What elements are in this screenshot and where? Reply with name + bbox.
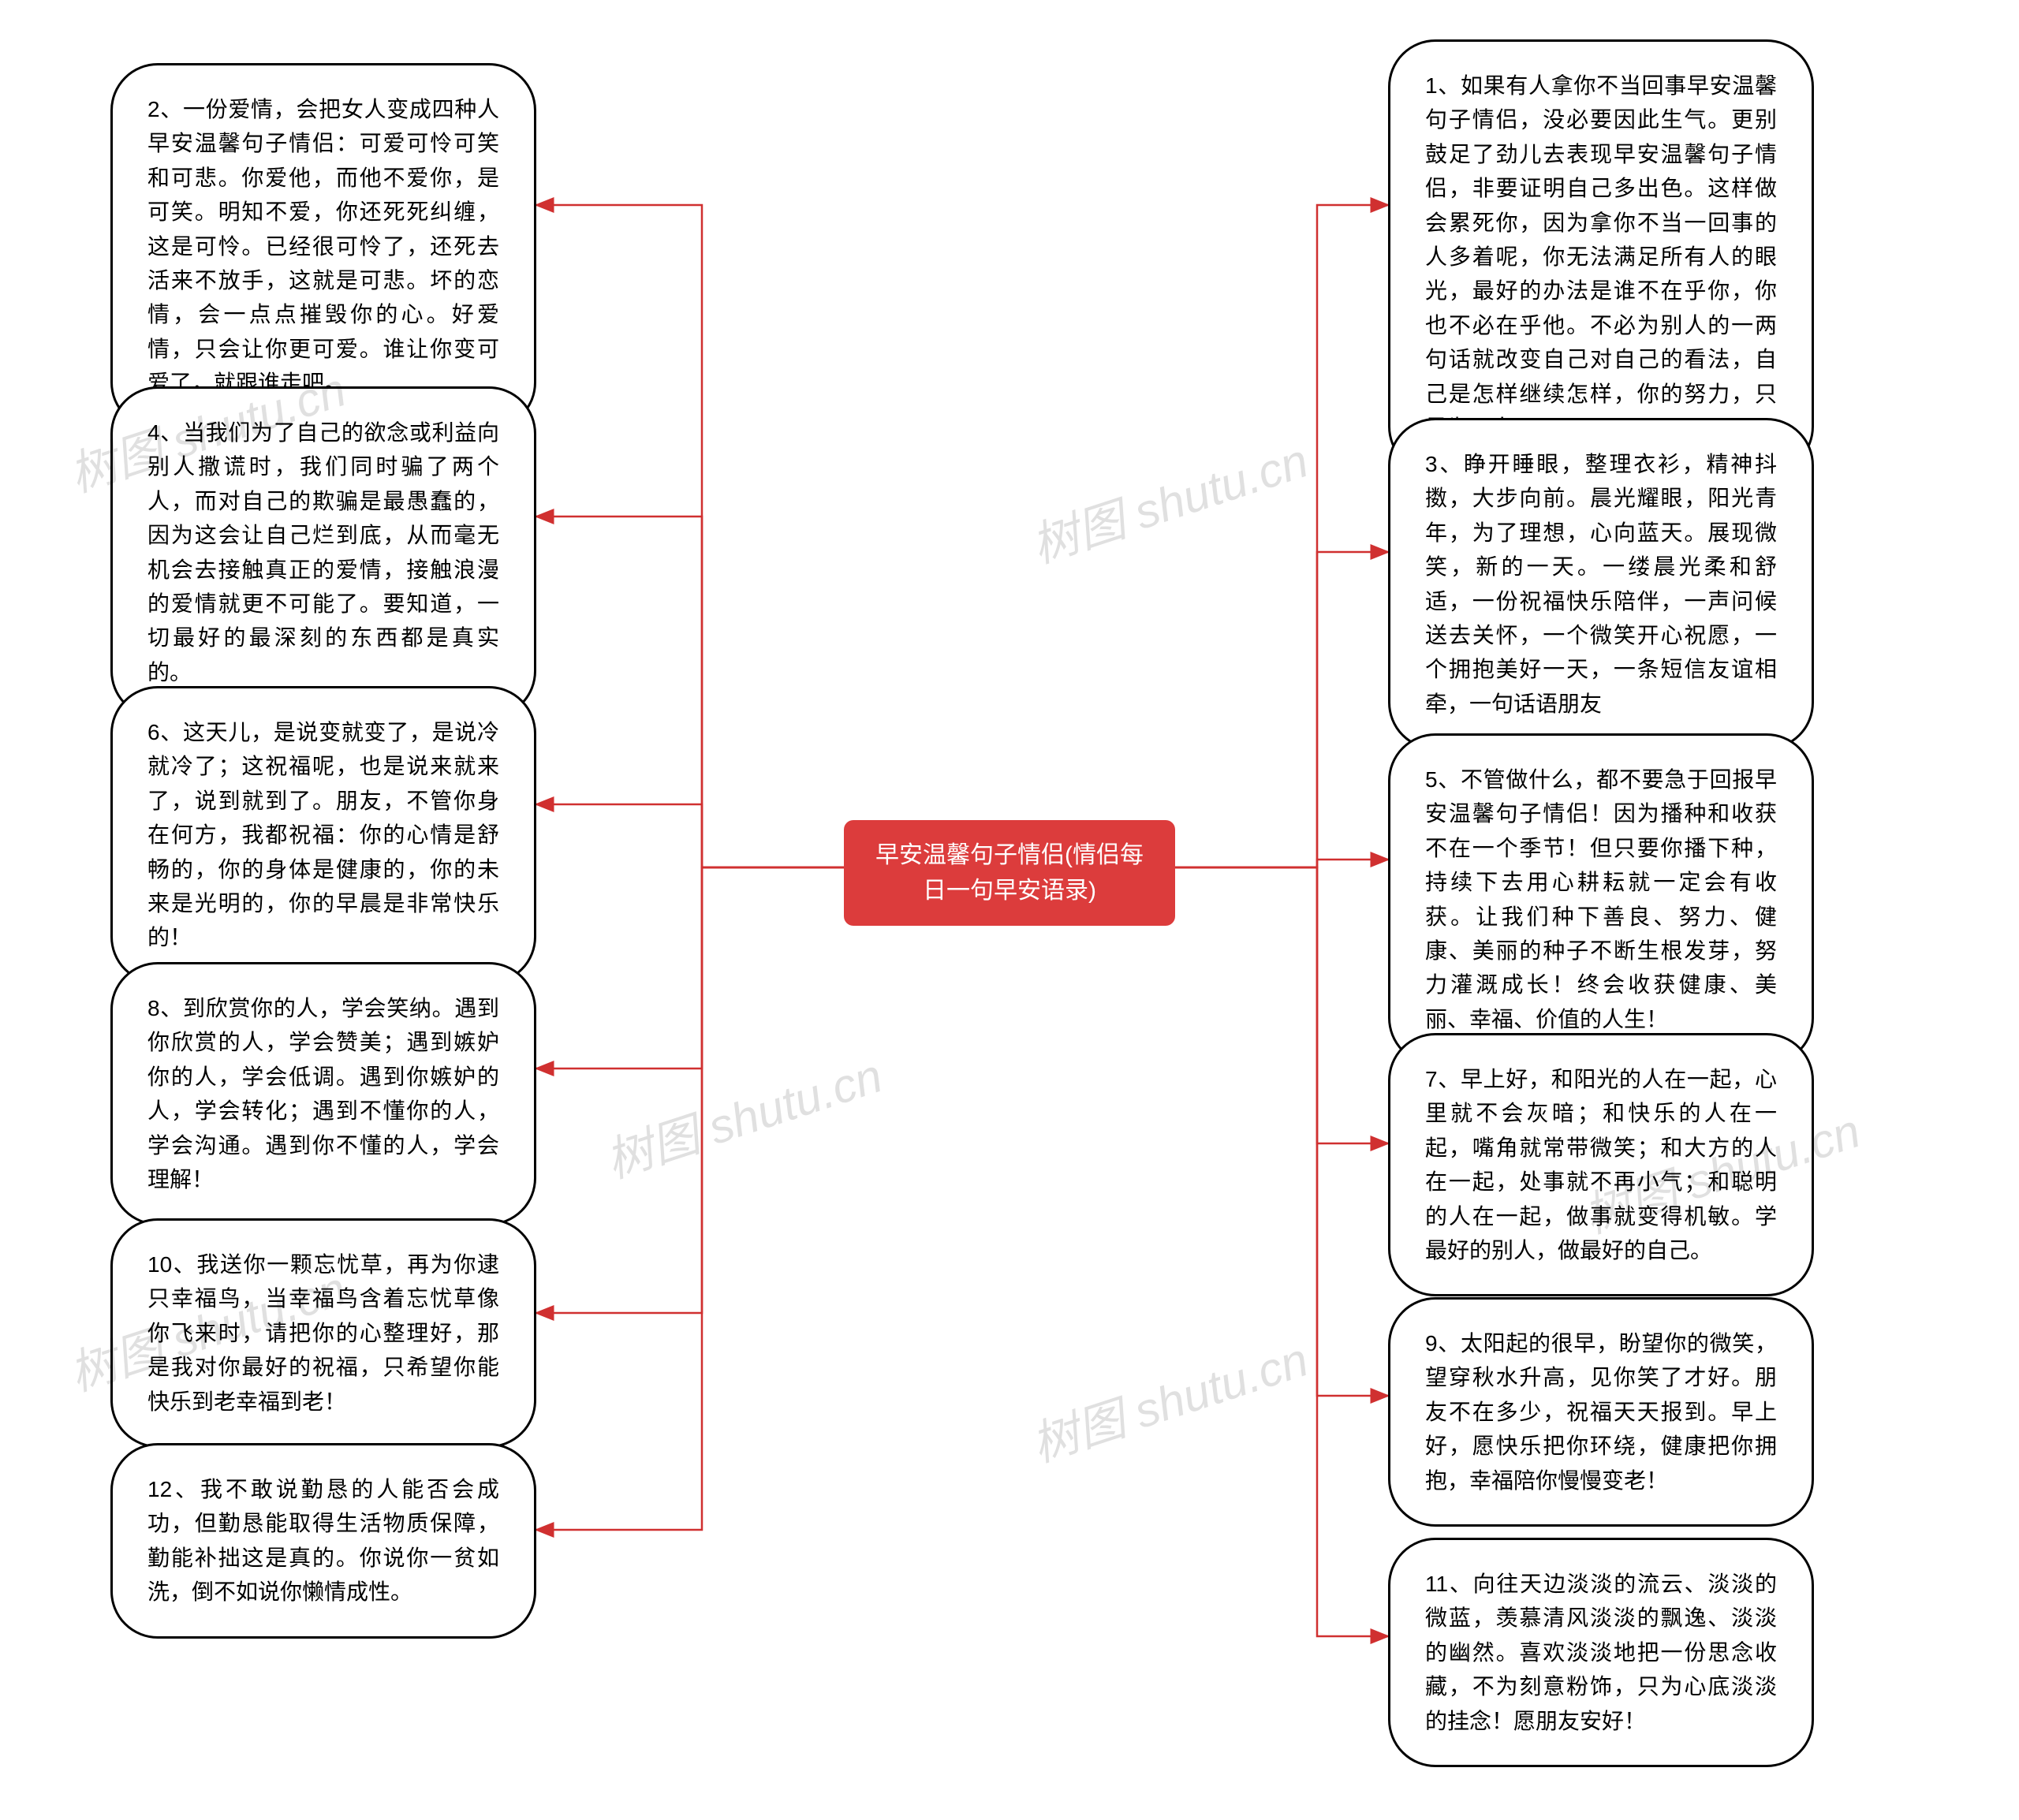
node-text: 12、我不敢说勤恳的人能否会成功，但勤恳能取得生活物质保障，勤能补拙这是真的。你… — [147, 1477, 499, 1604]
node-text: 1、如果有人拿你不当回事早安温馨句子情侣，没必要因此生气。更别鼓足了劲儿去表现早… — [1425, 73, 1777, 440]
connector — [1175, 867, 1388, 1143]
node-text: 5、不管做什么，都不要急于回报早安温馨句子情侣！因为播种和收获不在一个季节！但只… — [1425, 767, 1777, 1031]
right-node-2: 5、不管做什么，都不要急于回报早安温馨句子情侣！因为播种和收获不在一个季节！但只… — [1388, 733, 1814, 1065]
connector — [1175, 867, 1388, 1396]
right-node-3: 7、早上好，和阳光的人在一起，心里就不会灰暗；和快乐的人在一起，嘴角就常带微笑；… — [1388, 1033, 1814, 1296]
connector — [536, 517, 844, 867]
watermark: 树图 shutu.cn — [595, 1038, 890, 1192]
watermark: 树图 shutu.cn — [1021, 1322, 1316, 1475]
left-node-1: 4、当我们为了自己的欲念或利益向别人撒谎时，我们同时骗了两个人，而对自己的欺骗是… — [110, 386, 536, 718]
connector — [1175, 205, 1388, 867]
connector — [1175, 860, 1388, 867]
connector — [536, 867, 844, 1313]
node-text: 11、向往天边淡淡的流云、淡淡的微蓝，羡慕清风淡淡的飘逸、淡淡的幽然。喜欢淡淡地… — [1425, 1572, 1777, 1733]
connector — [1175, 552, 1388, 867]
mindmap-canvas: 早安温馨句子情侣(情侣每日一句早安语录) 2、一份爱情，会把女人变成四种人早安温… — [0, 0, 2019, 1820]
right-node-1: 3、睁开睡眼，整理衣衫，精神抖擞，大步向前。晨光耀眼，阳光青年，为了理想，心向蓝… — [1388, 418, 1814, 750]
node-text: 6、这天儿，是说变就变了，是说冷就冷了；这祝福呢，也是说来就来了，说到就到了。朋… — [147, 720, 499, 949]
node-text: 4、当我们为了自己的欲念或利益向别人撒谎时，我们同时骗了两个人，而对自己的欺骗是… — [147, 420, 499, 684]
connector — [536, 867, 844, 1069]
left-node-0: 2、一份爱情，会把女人变成四种人早安温馨句子情侣：可爱可怜可笑和可悲。你爱他，而… — [110, 63, 536, 430]
connector — [536, 867, 844, 1530]
node-text: 7、早上好，和阳光的人在一起，心里就不会灰暗；和快乐的人在一起，嘴角就常带微笑；… — [1425, 1067, 1777, 1262]
connector — [536, 804, 844, 867]
watermark: 树图 shutu.cn — [1021, 423, 1316, 576]
center-node: 早安温馨句子情侣(情侣每日一句早安语录) — [844, 820, 1175, 926]
node-text: 8、到欣赏你的人，学会笑纳。遇到你欣赏的人，学会赞美；遇到嫉妒你的人，学会低调。… — [147, 996, 499, 1192]
left-node-2: 6、这天儿，是说变就变了，是说冷就冷了；这祝福呢，也是说来就来了，说到就到了。朋… — [110, 686, 536, 984]
connector — [536, 205, 844, 867]
right-node-0: 1、如果有人拿你不当回事早安温馨句子情侣，没必要因此生气。更别鼓足了劲儿去表现早… — [1388, 39, 1814, 474]
node-text: 10、我送你一颗忘忧草，再为你逮只幸福鸟，当幸福鸟含着忘忧草像你飞来时，请把你的… — [147, 1252, 499, 1414]
left-node-5: 12、我不敢说勤恳的人能否会成功，但勤恳能取得生活物质保障，勤能补拙这是真的。你… — [110, 1443, 536, 1639]
node-text: 9、太阳起的很早，盼望你的微笑，望穿秋水升高，见你笑了才好。朋友不在多少，祝福天… — [1425, 1331, 1777, 1493]
right-node-5: 11、向往天边淡淡的流云、淡淡的微蓝，羡慕清风淡淡的飘逸、淡淡的幽然。喜欢淡淡地… — [1388, 1538, 1814, 1767]
node-text: 2、一份爱情，会把女人变成四种人早安温馨句子情侣：可爱可怜可笑和可悲。你爱他，而… — [147, 97, 499, 395]
node-text: 3、睁开睡眼，整理衣衫，精神抖擞，大步向前。晨光耀眼，阳光青年，为了理想，心向蓝… — [1425, 452, 1777, 716]
connector — [1175, 867, 1388, 1636]
left-node-3: 8、到欣赏你的人，学会笑纳。遇到你欣赏的人，学会赞美；遇到嫉妒你的人，学会低调。… — [110, 962, 536, 1225]
left-node-4: 10、我送你一颗忘忧草，再为你逮只幸福鸟，当幸福鸟含着忘忧草像你飞来时，请把你的… — [110, 1218, 536, 1448]
right-node-4: 9、太阳起的很早，盼望你的微笑，望穿秋水升高，见你笑了才好。朋友不在多少，祝福天… — [1388, 1297, 1814, 1527]
center-node-text: 早安温馨句子情侣(情侣每日一句早安语录) — [875, 842, 1144, 904]
